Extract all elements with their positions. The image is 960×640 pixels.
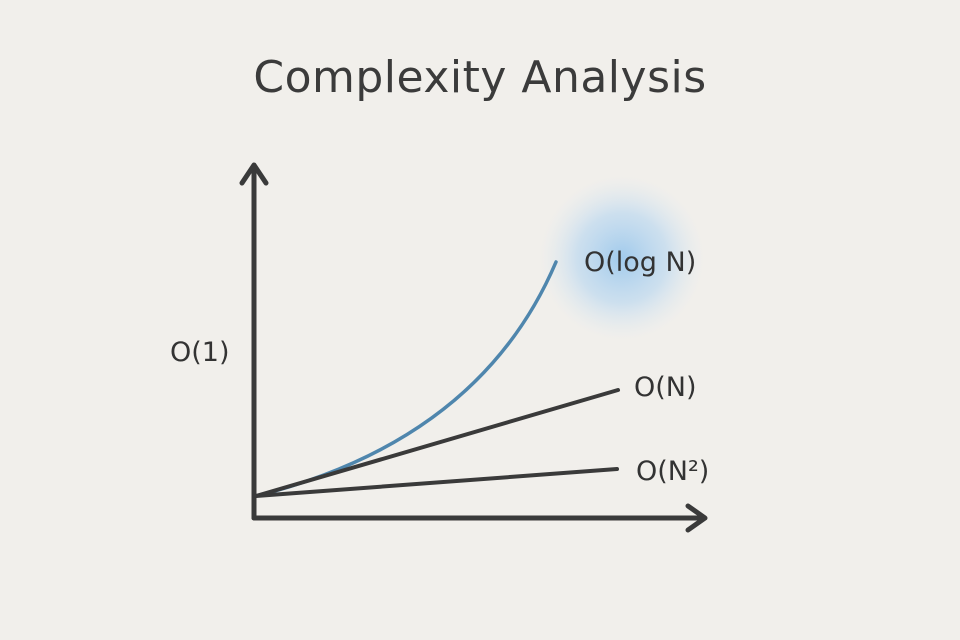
series-label-log-n: O(log N)	[584, 247, 696, 278]
y-axis-label: O(1)	[170, 337, 230, 368]
series-line-n-squared	[254, 467, 619, 498]
y-axis-arrow	[239, 162, 269, 186]
highlight-glow	[540, 176, 704, 340]
x-axis-arrow	[685, 503, 708, 533]
chart-title: Complexity Analysis	[253, 52, 707, 103]
series-label-n: O(N)	[634, 372, 697, 403]
series-label-n-squared: O(N²)	[636, 456, 709, 487]
series-line-log-n	[254, 260, 558, 498]
series-line-n	[254, 388, 620, 498]
